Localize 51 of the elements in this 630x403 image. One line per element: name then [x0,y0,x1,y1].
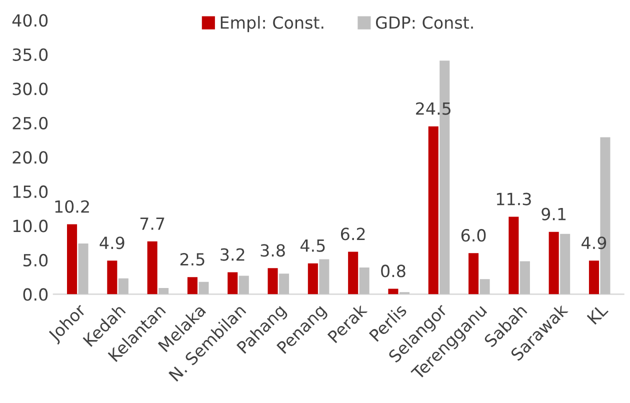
bar [198,282,209,294]
y-tick-label: 15.0 [13,185,48,198]
bar [147,241,158,294]
data-label: 3.8 [260,244,285,257]
data-label: 7.7 [140,218,164,230]
bar [388,288,398,294]
bar [319,259,330,294]
data-label: 24.5 [416,102,450,115]
bar [107,260,118,294]
x-tick-label: KL [586,302,608,325]
bar [187,277,198,294]
y-tick-label: 30.0 [12,82,48,96]
y-tick-label: 5.0 [23,254,48,267]
bar [548,232,559,294]
bar [308,263,318,294]
legend-label: GDP: Const. [376,16,473,29]
y-tick-label: 0.0 [23,288,48,301]
bar [118,278,128,294]
bar [480,279,490,294]
bar [279,274,290,294]
data-label: 4.5 [300,240,325,252]
bar [588,260,600,294]
data-label: 3.2 [220,248,244,261]
bar [67,224,78,294]
data-label: 10.2 [55,200,89,213]
bar [520,261,530,294]
bar [228,272,238,294]
data-label: 11.3 [496,192,531,206]
bar [508,216,519,294]
bar [238,276,249,294]
data-label: 0.8 [381,264,406,278]
y-tick-label: 25.0 [12,116,48,130]
bar [468,253,479,294]
y-tick-label: 40.0 [12,14,48,27]
bar [78,243,88,294]
data-label: 4.9 [582,236,606,250]
bar [428,126,438,294]
bar [158,288,169,294]
data-label: 9.1 [542,208,566,220]
data-label: 4.9 [100,236,124,250]
legend-label: Empl: Const. [220,16,324,32]
data-label: 6.0 [461,229,486,242]
data-label: 6.2 [340,228,365,240]
bar [560,234,570,294]
y-tick-label: 35.0 [12,48,48,61]
y-tick-label: 10.0 [13,220,48,232]
data-label: 2.5 [180,253,204,266]
bar [268,268,278,294]
bar [359,267,370,294]
bar [348,252,358,294]
y-tick-label: 20.0 [12,151,48,164]
